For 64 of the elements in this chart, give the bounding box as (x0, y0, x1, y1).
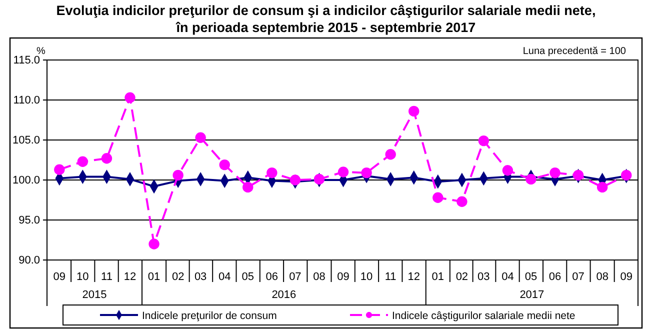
point (526, 174, 536, 185)
x-tick-label: 11 (101, 270, 112, 283)
y-tick-label: 105.0 (12, 134, 40, 147)
point (596, 182, 608, 193)
point (172, 170, 184, 181)
x-tick-label: 02 (172, 270, 184, 283)
point (195, 132, 206, 143)
x-tick-label: 06 (266, 270, 278, 283)
point (502, 165, 514, 176)
point (361, 167, 372, 178)
y-tick-label: 115.0 (13, 54, 40, 67)
point (550, 167, 560, 178)
text: 2015 (82, 289, 107, 301)
x-tick-label: 09 (620, 270, 632, 283)
x-tick-label: 07 (289, 270, 302, 283)
point (314, 174, 325, 185)
point (77, 156, 88, 167)
x-tick-label: 07 (572, 270, 584, 283)
point (54, 164, 65, 175)
x-tick-label: 03 (194, 270, 207, 283)
x-tick-label: 09 (337, 270, 350, 283)
y-tick-label: 95.0 (18, 214, 40, 227)
point (456, 196, 468, 207)
x-tick-label: 01 (432, 270, 444, 283)
x-tick-label: 08 (313, 270, 326, 283)
x-tick-label: 10 (360, 270, 373, 283)
point (242, 182, 254, 193)
point (290, 174, 301, 186)
x-tick-label: 08 (596, 270, 608, 283)
x-tick-label: 03 (478, 270, 490, 283)
x-tick-label: 04 (502, 270, 514, 283)
point (621, 170, 632, 181)
point (219, 159, 230, 170)
point (266, 167, 278, 178)
x-tick-label: 04 (218, 270, 231, 283)
legend-label: Indicele preţurilor de consum (142, 310, 278, 322)
point (148, 238, 160, 250)
point (432, 192, 444, 203)
point (572, 170, 584, 181)
point (124, 92, 136, 103)
x-tick-label: 09 (53, 270, 66, 283)
x-tick-label: 12 (124, 270, 136, 283)
text: 2017 (520, 289, 544, 301)
point (408, 106, 420, 117)
y-tick-label: 90.0 (18, 254, 40, 267)
point (101, 153, 112, 164)
x-tick-label: 05 (242, 270, 254, 283)
x-tick-label: 12 (408, 270, 420, 283)
x-tick-label: 02 (456, 270, 468, 283)
y-tick-label: 100.0 (12, 174, 40, 187)
y-tick-label: 110.0 (13, 94, 40, 107)
x-tick-label: 11 (384, 270, 396, 283)
point (478, 135, 490, 146)
point (338, 166, 349, 178)
x-tick-label: 10 (76, 270, 89, 283)
x-tick-label: 06 (548, 270, 562, 283)
text: 2016 (272, 289, 296, 301)
text: Luna precedentă = 100 (522, 46, 626, 57)
x-tick-label: 05 (524, 270, 538, 283)
chart-title: Evoluţia indicilor preţurilor de consum şi a indicilor câştigurilor salariale medii nete, în perioada septembrie 2015 - septembrie 2017 (56, 3, 596, 35)
y-axis-title: % (36, 46, 46, 57)
x-tick-label: 01 (148, 270, 160, 283)
legend-label: Indicele câştigurilor salariale medii nete (392, 310, 576, 322)
point (385, 149, 396, 160)
